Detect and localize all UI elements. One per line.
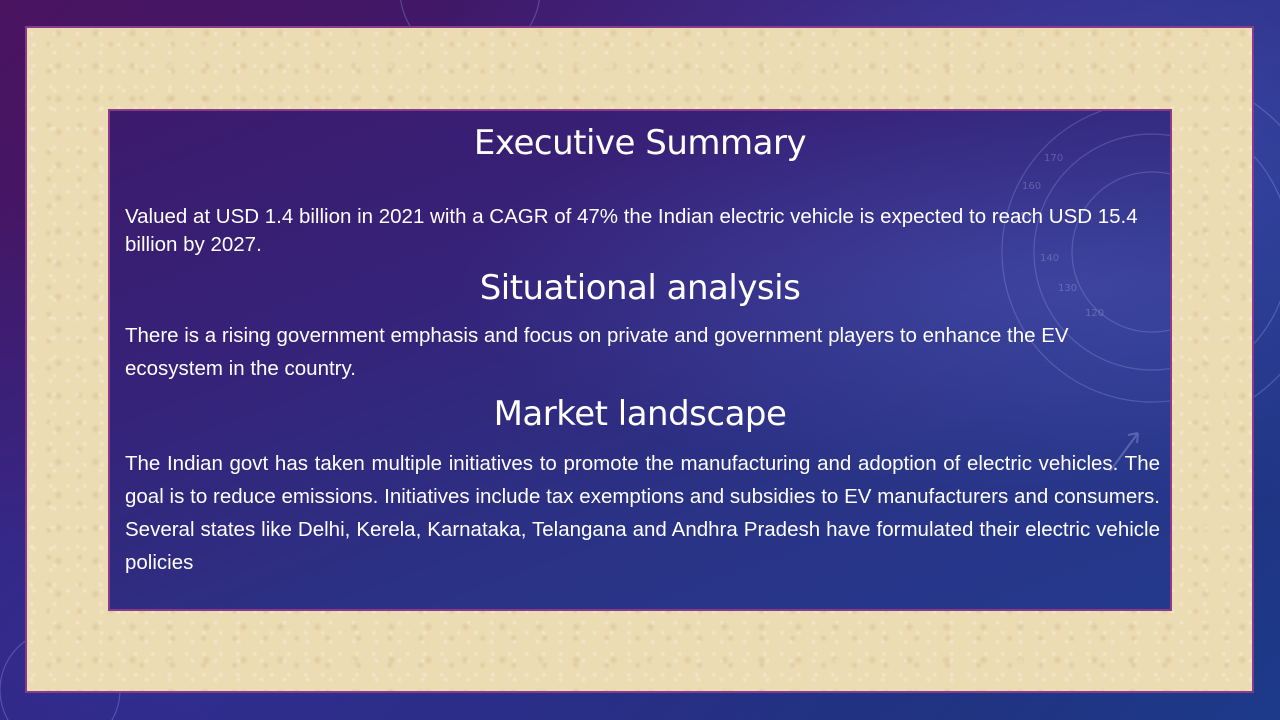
executive-summary-text: Valued at USD 1.4 billion in 2021 with a… bbox=[125, 205, 1138, 256]
situational-analysis-text: There is a rising government emphasis an… bbox=[125, 324, 1069, 380]
content-panel: 170 160 150 140 130 120 Executive Summar… bbox=[108, 109, 1172, 611]
dial-label: 170 bbox=[1044, 153, 1063, 164]
dial-label: 130 bbox=[1058, 283, 1077, 294]
heading-executive-summary: Executive Summary bbox=[473, 123, 807, 163]
arrow-icon bbox=[1109, 432, 1139, 472]
dial-label: 140 bbox=[1040, 253, 1059, 264]
panel-dial-decoration: 170 160 150 140 130 120 bbox=[1001, 111, 1170, 472]
dial-label: 120 bbox=[1085, 308, 1104, 319]
dial-label: 160 bbox=[1022, 181, 1041, 192]
dial-label: 150 bbox=[1014, 211, 1033, 222]
heading-market-landscape: Market landscape bbox=[493, 394, 787, 434]
market-landscape-text: The Indian govt has taken multiple initi… bbox=[125, 452, 1160, 574]
heading-situational-analysis: Situational analysis bbox=[479, 268, 801, 308]
